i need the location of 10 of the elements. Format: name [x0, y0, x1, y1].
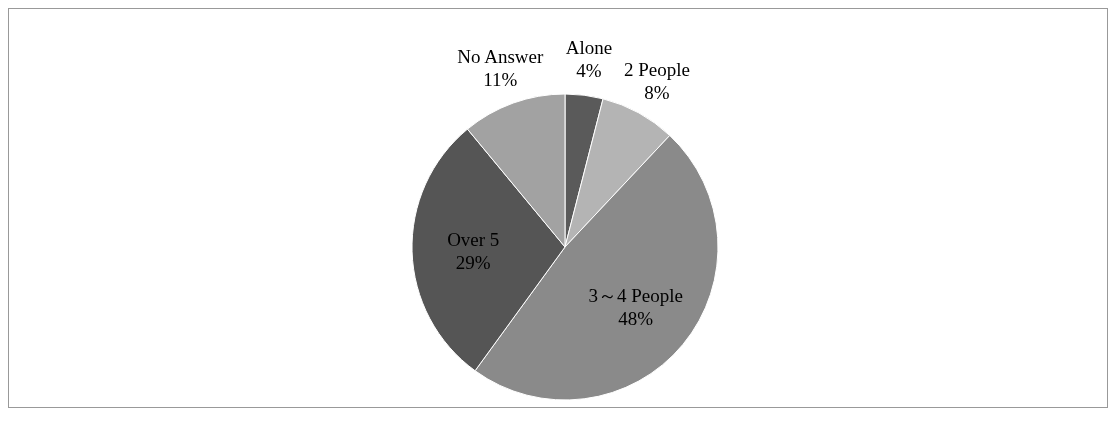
slice-label: Alone	[565, 36, 613, 58]
data-label: 8%	[644, 81, 670, 103]
data-label: 29%	[455, 251, 491, 273]
data-label: 48%	[618, 307, 654, 329]
data-label: 4%	[576, 59, 602, 81]
slice-label: No Answer	[457, 46, 544, 68]
data-label: 11%	[483, 69, 518, 91]
slice-label: 2 People	[624, 58, 690, 80]
slice-label: Over 5	[447, 229, 500, 251]
slice-label: 3～4 People	[588, 284, 683, 306]
